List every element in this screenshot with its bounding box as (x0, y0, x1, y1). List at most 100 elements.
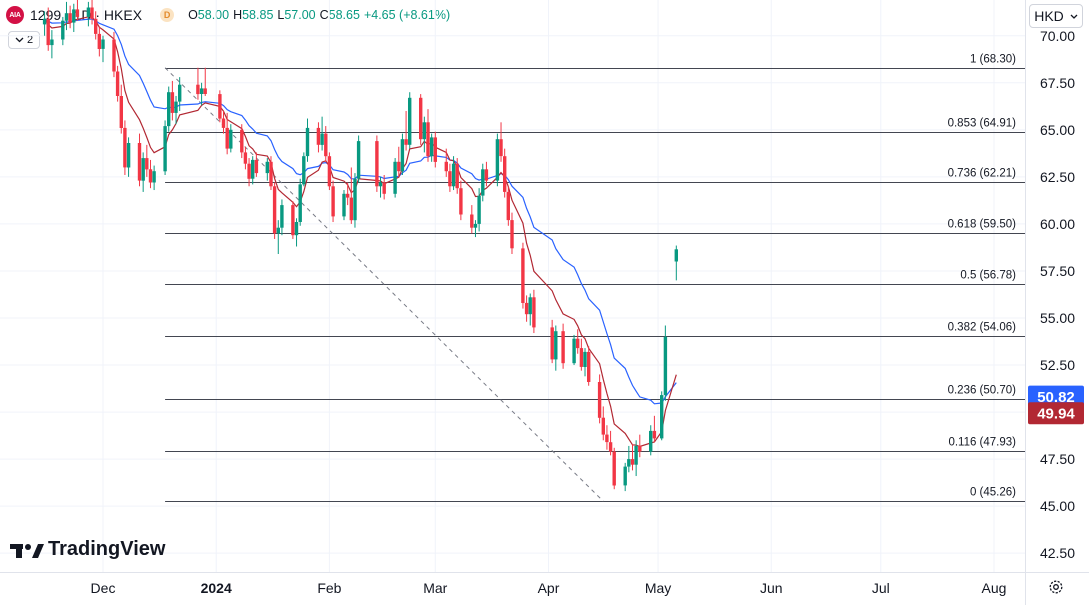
candle-body (477, 195, 481, 224)
candle-body (324, 133, 328, 157)
change-value: +4.65 (+8.61%) (363, 8, 451, 22)
candle-body (346, 193, 350, 198)
fib-level-label: 0.853 (64.91) (948, 118, 1017, 130)
candle-body (247, 163, 251, 179)
candle-body (506, 191, 510, 221)
symbol-title[interactable]: 1299 · 1D · HKEX (30, 7, 143, 23)
candle-body (393, 161, 397, 194)
candle-body (229, 129, 233, 149)
currency-selector[interactable]: HKD (1029, 4, 1083, 28)
fib-level-label: 0.5 (56.78) (960, 270, 1016, 282)
candle-body (145, 158, 149, 170)
brand-name: TradingView (48, 538, 166, 560)
fib-level-label: 1 (68.30) (970, 54, 1016, 66)
price-axis-tick: 60.00 (1040, 216, 1075, 232)
fib-level-label: 0.736 (62.21) (948, 168, 1017, 180)
candle-body (302, 156, 306, 185)
fib-trend-line (164, 67, 604, 502)
candle-body (342, 193, 346, 217)
candle-body (419, 97, 423, 140)
candle-body (163, 126, 167, 172)
candle-body (126, 143, 131, 168)
gear-icon[interactable] (1048, 579, 1064, 595)
candle-body (112, 39, 116, 72)
candle-body (375, 141, 379, 187)
candle-body (426, 122, 430, 157)
tradingview-logo[interactable]: TradingView (10, 538, 165, 561)
candle-body (305, 127, 310, 157)
price-axis-tick: 45.00 (1040, 498, 1075, 514)
candle-body (349, 197, 353, 221)
candle-body (634, 445, 638, 465)
candle-body (97, 33, 101, 49)
candle-body (503, 156, 507, 192)
candle-body (400, 139, 405, 172)
candle-body (663, 336, 668, 396)
low-label: L (277, 8, 285, 22)
candle-body (433, 137, 437, 162)
candle-body (521, 248, 525, 303)
candle-body (627, 459, 631, 467)
time-axis-tick: Apr (538, 580, 560, 596)
open-label: O (188, 8, 198, 22)
candle-body (378, 182, 383, 187)
candle-body (572, 338, 576, 364)
data-source-badge[interactable]: D (160, 8, 175, 22)
candle-body (499, 139, 503, 157)
candle-body (218, 94, 222, 119)
candle-body (90, 7, 94, 19)
candle-body (587, 351, 591, 382)
candle-body (123, 127, 127, 168)
candle-body (221, 118, 226, 128)
indicator-count: 2 (26, 34, 34, 46)
candle-body (50, 39, 54, 46)
candle-body (240, 129, 244, 153)
candle-body (327, 156, 332, 187)
symbol-logo-icon[interactable]: AIA (6, 6, 24, 24)
fib-level-label: 0.116 (47.93) (948, 437, 1016, 449)
time-axis-tick: Dec (91, 580, 116, 596)
candle-body (203, 88, 207, 94)
candle-body (294, 222, 299, 236)
candle-body (532, 297, 536, 328)
candle-body (524, 302, 529, 315)
candle-body (68, 13, 72, 23)
candle-body (243, 152, 248, 164)
legend-header: AIA 1299 · 1D · HKEX D O 58.00 H 58.85 L 57… (6, 4, 454, 26)
candle-body (115, 71, 120, 96)
candle-body (199, 88, 204, 94)
candle-body (576, 338, 580, 349)
candle-body (174, 101, 178, 113)
time-axis-tick: May (645, 580, 671, 596)
candle-body (638, 445, 642, 452)
candle-body (649, 430, 653, 452)
candle-body (42, 18, 47, 25)
candle-body (331, 186, 335, 217)
time-axis-tick: Jul (872, 580, 890, 596)
candle-body (382, 182, 386, 194)
fast-moving-average-line (44, 16, 677, 448)
time-axis-tick: Mar (423, 580, 447, 596)
candle-body (473, 223, 478, 228)
price-axis-tick: 70.00 (1040, 28, 1075, 44)
candle-body (652, 430, 657, 439)
candle-body (316, 127, 321, 145)
fib-level-label: 0 (45.26) (970, 487, 1016, 499)
close-value: 58.65 (328, 8, 360, 22)
candle-body (470, 214, 474, 228)
fib-level-label: 0.618 (59.50) (948, 219, 1017, 231)
low-value: 57.00 (284, 8, 316, 22)
candle-body (254, 159, 259, 174)
candle-body (148, 169, 153, 183)
close-label: C (319, 8, 329, 22)
candle-body (137, 143, 142, 181)
candle-body (61, 20, 65, 40)
high-label: H (233, 8, 243, 22)
candle-body (196, 84, 200, 95)
candle-body (404, 139, 408, 145)
candle-body (444, 161, 448, 172)
candle-body (167, 92, 171, 127)
candle-body (597, 382, 602, 418)
last-price-label: 49.94 (1037, 406, 1075, 423)
